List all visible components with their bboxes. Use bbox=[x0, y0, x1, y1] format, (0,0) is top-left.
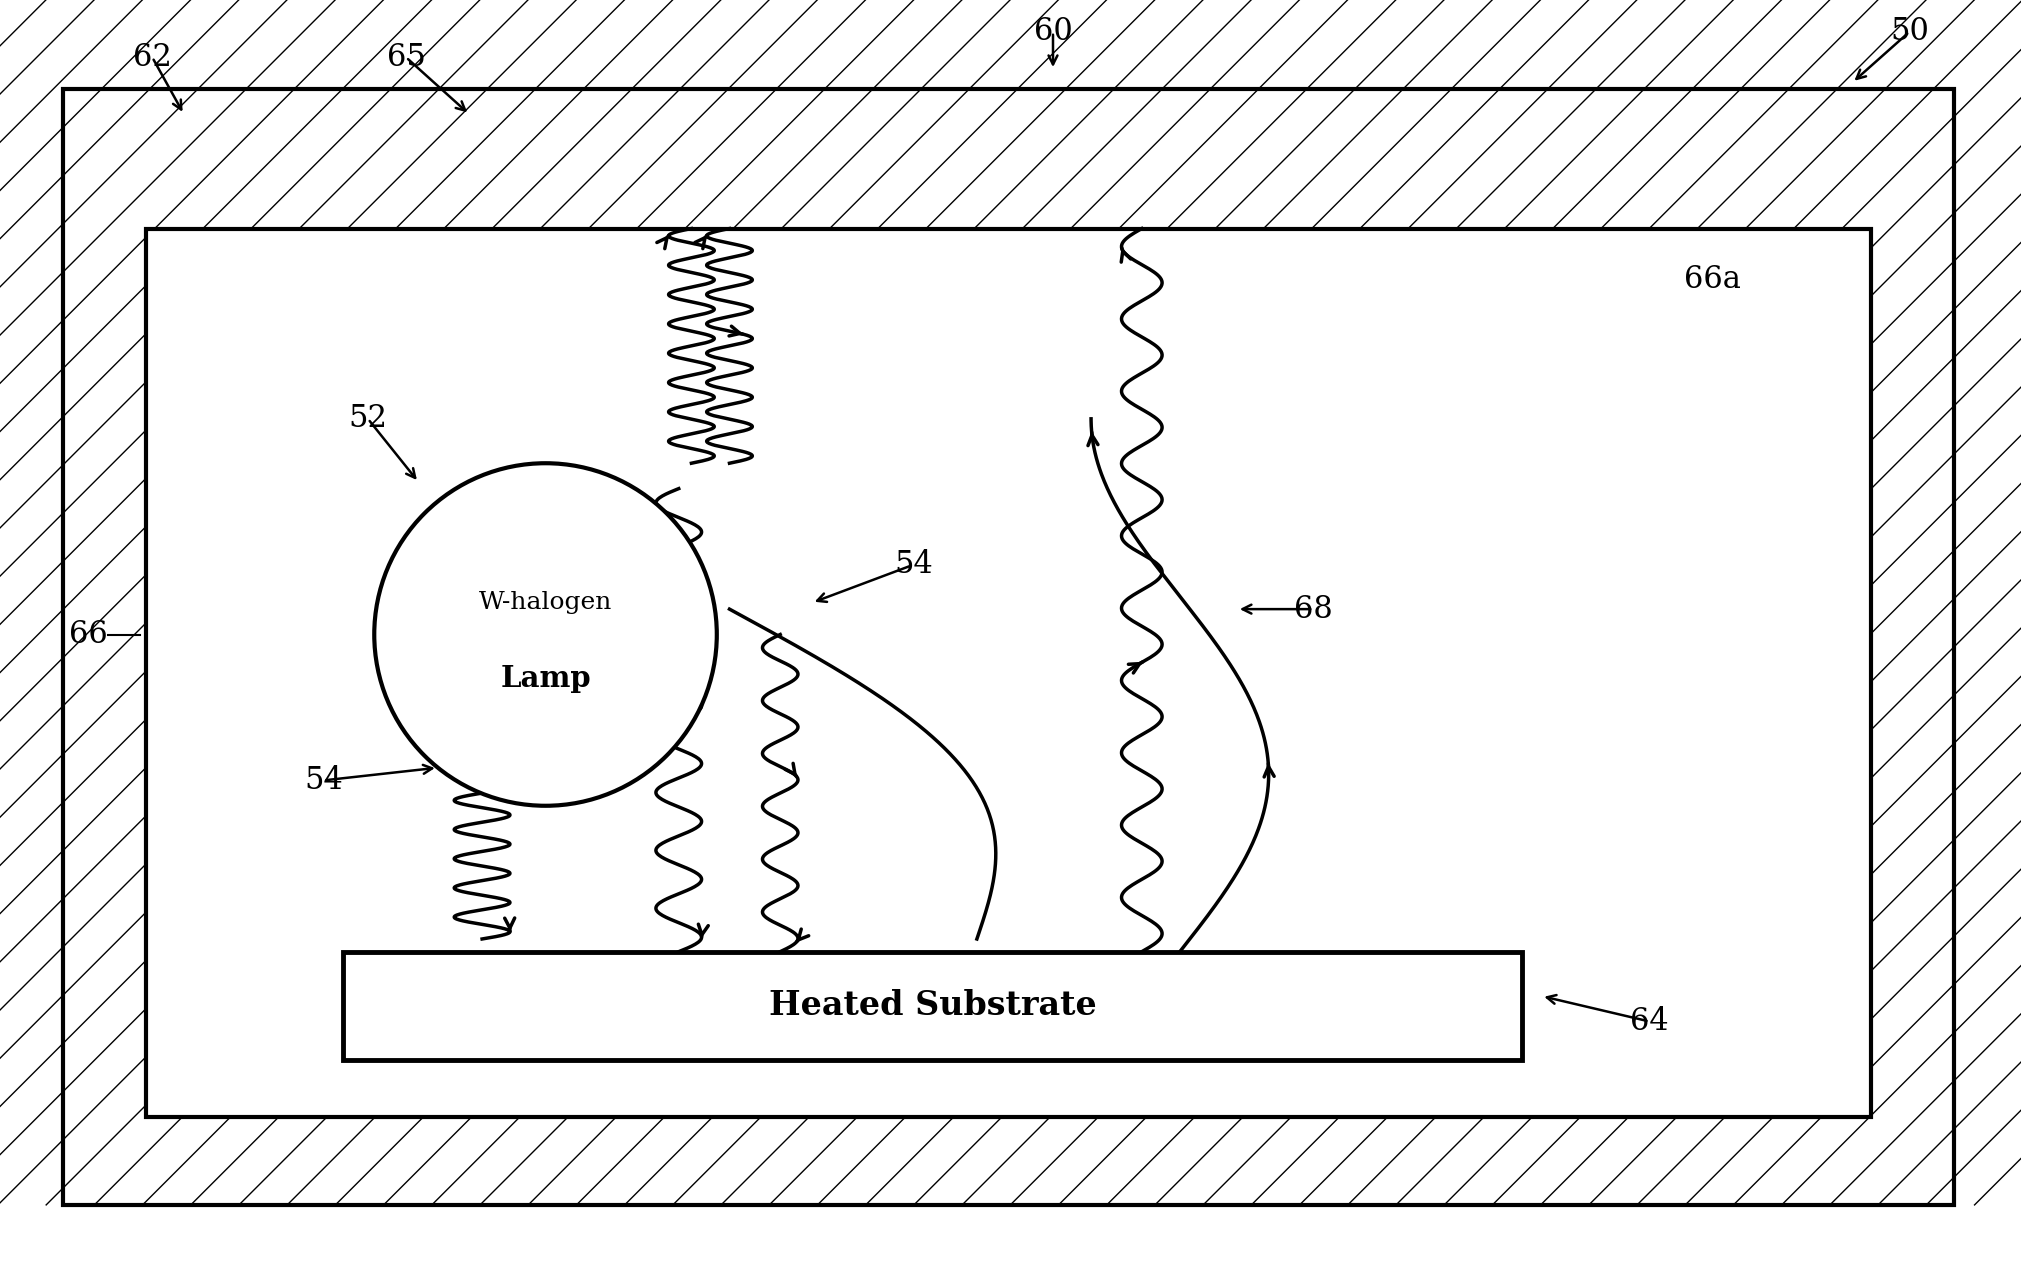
Text: 66a: 66a bbox=[1683, 264, 1742, 294]
Text: Heated Substrate: Heated Substrate bbox=[768, 989, 1095, 1022]
Bar bbox=[342, 952, 1522, 1060]
Text: 60: 60 bbox=[1033, 16, 1073, 47]
Text: 54: 54 bbox=[893, 549, 934, 580]
Text: W-halogen: W-halogen bbox=[479, 591, 612, 614]
Text: 64: 64 bbox=[1631, 1006, 1669, 1037]
Text: 52: 52 bbox=[348, 404, 388, 434]
Text: 68: 68 bbox=[1293, 594, 1332, 624]
Polygon shape bbox=[146, 228, 1871, 1117]
Text: Lamp: Lamp bbox=[501, 665, 590, 693]
Text: 65: 65 bbox=[386, 42, 424, 72]
Text: 50: 50 bbox=[1890, 16, 1928, 47]
Circle shape bbox=[374, 463, 717, 806]
Text: 66: 66 bbox=[69, 619, 109, 650]
Polygon shape bbox=[63, 89, 1954, 1206]
Text: 54: 54 bbox=[303, 765, 344, 796]
Text: 62: 62 bbox=[133, 42, 172, 72]
